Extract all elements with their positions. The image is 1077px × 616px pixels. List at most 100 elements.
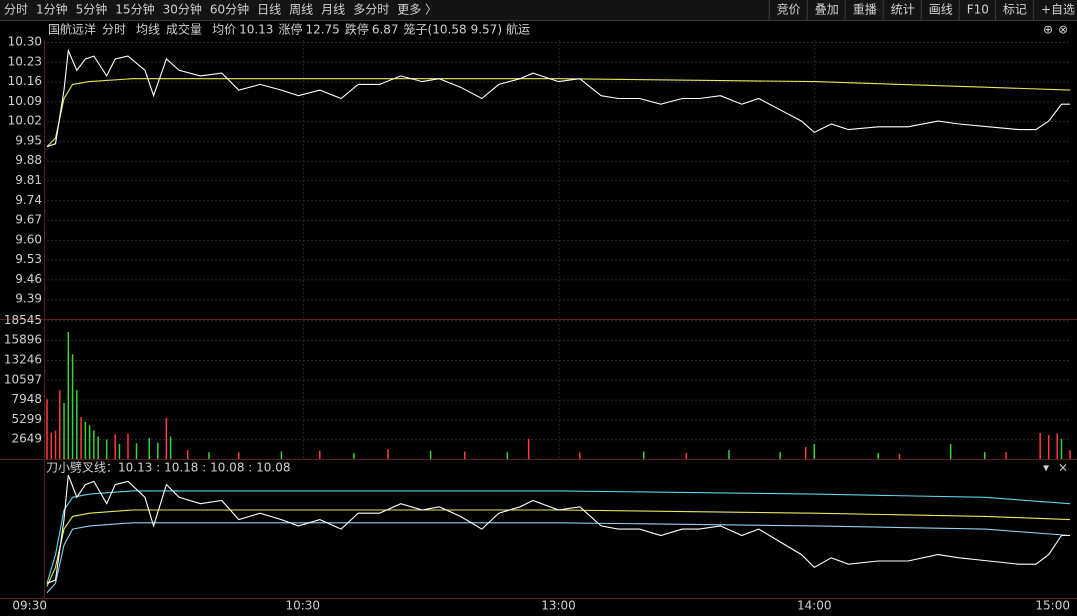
toolbar-tab[interactable]: 更多 〉 — [397, 3, 437, 17]
volume-bar — [114, 434, 116, 459]
toolbar-button[interactable]: 叠加 — [815, 3, 839, 17]
indicator-value: 10.08 — [256, 461, 290, 475]
toolbar-button[interactable]: 画线 — [929, 3, 953, 17]
toolbar-tab[interactable]: 60分钟 — [210, 2, 249, 17]
x-tick-label: 14:00 — [797, 599, 832, 613]
dropdown-icon[interactable]: ▾ — [1043, 461, 1049, 475]
toolbar-tab[interactable]: 30分钟 — [163, 2, 202, 17]
volume-bar — [80, 417, 82, 459]
volume-bar — [157, 442, 159, 459]
volume-bar — [319, 450, 321, 459]
toolbar-tab[interactable]: 分时 — [4, 3, 28, 17]
toolbar-button[interactable]: 竞价 — [777, 3, 801, 17]
close-icon[interactable]: ⊗ — [1058, 23, 1068, 37]
volume-bar — [353, 453, 355, 459]
volume-bar — [387, 449, 389, 459]
y-tick-label: 9.46 — [15, 272, 42, 286]
header-text: 6.87 — [372, 23, 399, 37]
toolbar-tab[interactable]: 月线 — [321, 3, 345, 17]
y-tick-label: 9.53 — [15, 252, 42, 266]
y-tick-label: 10597 — [4, 372, 42, 386]
volume-bar — [1047, 435, 1050, 459]
volume-bar — [463, 451, 466, 459]
x-tick-label: 10:30 — [285, 599, 320, 613]
volume-bar — [76, 390, 78, 459]
y-tick-label: 2649 — [11, 432, 42, 446]
close-icon[interactable]: × — [1058, 461, 1068, 475]
toolbar-button[interactable]: 重播 — [853, 3, 877, 17]
toolbar-tab[interactable]: 1分钟 — [36, 2, 68, 17]
volume-bar — [135, 443, 138, 459]
toolbar-tab[interactable]: 日线 — [257, 3, 281, 17]
toolbar-tab[interactable]: 多分时 — [353, 3, 389, 17]
volume-bar — [50, 432, 53, 459]
volume-bar — [506, 452, 509, 459]
toolbar-button[interactable]: F10 — [967, 3, 989, 17]
toolbar-tab[interactable]: 5分钟 — [76, 2, 108, 17]
indicator-value: 10.08 — [210, 461, 244, 475]
toolbar-tab[interactable]: 周线 — [289, 3, 313, 17]
y-tick-label: 10.16 — [8, 74, 42, 88]
toolbar-tab[interactable]: 15分钟 — [115, 2, 154, 17]
header-text: 10.58 — [432, 23, 466, 37]
volume-bar — [169, 436, 172, 459]
toolbar-button[interactable]: +自选 — [1041, 3, 1075, 17]
y-tick-label: 10.02 — [8, 114, 42, 128]
indicator-separator: : — [198, 461, 210, 475]
y-tick-label: 9.81 — [15, 173, 42, 187]
volume-bar — [429, 450, 432, 459]
volume-bar — [804, 447, 807, 459]
y-tick-label: 10.23 — [8, 54, 42, 68]
volume-bar — [813, 444, 815, 459]
volume-bar — [984, 452, 986, 459]
toolbar — [0, 0, 1077, 20]
zoom-icon[interactable]: ⊕ — [1043, 23, 1053, 37]
indicator-name: 刀小劈叉线 — [46, 460, 106, 475]
y-tick-label: 10.30 — [8, 35, 42, 49]
y-tick-label: 10.09 — [8, 94, 42, 108]
header-text: 航运 — [506, 22, 530, 37]
volume-bar — [54, 430, 57, 459]
indicator-separator: : — [152, 461, 164, 475]
indicator-separator: : — [244, 461, 256, 475]
x-tick-label: 13:00 — [541, 599, 576, 613]
volume-bar — [105, 439, 108, 459]
indicator-separator: ： — [106, 461, 118, 475]
indicator-value: 10.13 — [118, 461, 152, 475]
header-text: 均价 — [212, 23, 236, 37]
y-tick-label: 9.39 — [15, 292, 42, 306]
volume-bar — [1005, 452, 1007, 459]
header-text: 10.13 — [239, 23, 273, 37]
volume-bar — [1069, 450, 1071, 459]
header-text: 9.57 — [471, 23, 498, 37]
indicator-value: 10.18 — [164, 461, 198, 475]
indicator-line — [46, 490, 1071, 584]
y-tick-label: 9.88 — [15, 153, 42, 167]
volume-bar — [186, 450, 189, 459]
header-text: 12.75 — [305, 23, 339, 37]
toolbar-button[interactable]: 标记 — [1003, 3, 1027, 17]
volume-bar — [67, 331, 70, 459]
volume-bar — [1056, 433, 1058, 459]
toolbar-button[interactable]: 统计 — [891, 3, 915, 17]
x-tick-label: 09:30 — [12, 599, 47, 613]
y-tick-label: 15896 — [4, 333, 42, 347]
header-text: ) — [497, 23, 502, 37]
volume-bar — [97, 436, 99, 459]
volume-bar — [238, 452, 240, 459]
y-tick-label: 9.95 — [15, 133, 42, 147]
header-text: 笼子( — [404, 22, 433, 37]
volume-bar — [63, 402, 65, 459]
header-text: 成交量 — [166, 22, 202, 37]
volume-bar — [527, 438, 530, 459]
volume-bar — [148, 438, 151, 459]
price-line — [46, 48, 1070, 148]
volume-bar — [84, 421, 87, 459]
y-tick-label: 13246 — [4, 352, 42, 366]
volume-bar — [898, 453, 901, 459]
volume-bar — [1060, 438, 1063, 459]
volume-bar — [728, 450, 730, 459]
